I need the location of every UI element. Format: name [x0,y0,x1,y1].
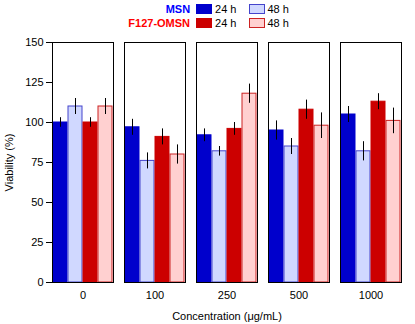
svg-text:Concentration (μg/mL): Concentration (μg/mL) [172,310,282,322]
svg-text:1000: 1000 [359,289,383,301]
svg-text:250: 250 [218,289,236,301]
svg-text:500: 500 [290,289,308,301]
svg-text:75: 75 [31,156,43,168]
svg-text:125: 125 [25,76,43,88]
svg-text:0: 0 [80,289,86,301]
svg-text:150: 150 [25,36,43,48]
svg-text:25: 25 [31,236,43,248]
svg-text:0: 0 [37,276,43,288]
svg-text:100: 100 [146,289,164,301]
svg-text:Viability (%): Viability (%) [3,134,15,192]
html-text:F127-OMSN: F127-OMSN [128,17,191,29]
html-text:24 h: 24 h [215,17,237,29]
html-text:MSN: MSN [165,3,191,15]
svg-text:50: 50 [31,196,43,208]
html-text:24 h: 24 h [215,3,237,15]
html-text:48 h: 48 h [267,3,289,15]
html-text:48 h: 48 h [267,17,289,29]
svg-text:100: 100 [25,116,43,128]
